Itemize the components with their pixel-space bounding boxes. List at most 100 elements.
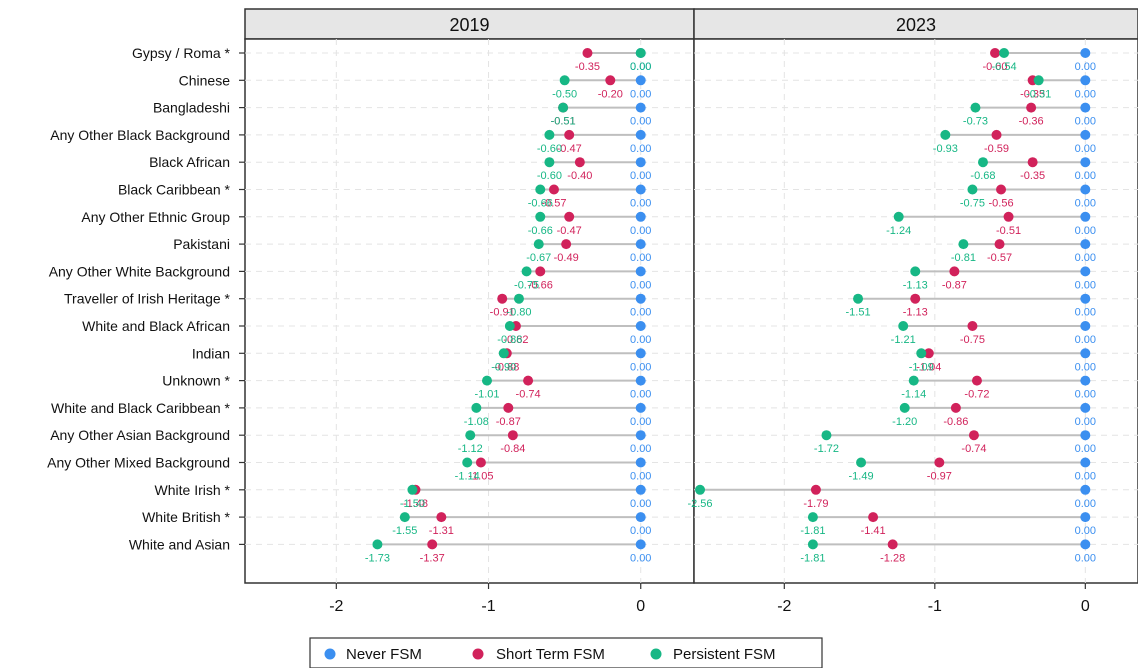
point-persistent-fsm <box>407 484 418 495</box>
data-label: 0.00 <box>1075 498 1096 510</box>
data-label: -0.49 <box>554 252 579 264</box>
data-label: -0.60 <box>537 143 562 155</box>
data-label: 0.00 <box>1075 389 1096 401</box>
point-never-fsm <box>635 375 646 386</box>
point-persistent-fsm <box>695 484 706 495</box>
point-short-term-fsm <box>564 211 575 222</box>
point-persistent-fsm <box>1033 75 1044 86</box>
data-label: -0.74 <box>516 389 541 401</box>
data-label: -0.75 <box>960 198 985 210</box>
x-tick-label: -2 <box>777 598 791 615</box>
point-persistent-fsm <box>899 402 910 413</box>
data-label: 0.00 <box>1075 334 1096 346</box>
data-label: -0.50 <box>552 88 577 100</box>
point-never-fsm <box>1080 211 1091 222</box>
point-persistent-fsm <box>521 266 532 277</box>
data-label: -1.48 <box>403 498 428 510</box>
point-persistent-fsm <box>898 321 909 331</box>
point-persistent-fsm <box>893 211 904 222</box>
data-label: -0.35 <box>575 61 600 73</box>
data-label: -1.50 <box>400 498 425 510</box>
category-label: Pakistani <box>173 236 230 252</box>
data-label: -1.28 <box>880 552 905 564</box>
data-label: 0.00 <box>630 116 651 128</box>
data-label: -1.73 <box>365 552 390 564</box>
point-persistent-fsm <box>504 321 515 331</box>
point-persistent-fsm <box>482 375 493 386</box>
data-label: -1.09 <box>909 361 934 373</box>
point-never-fsm <box>635 321 646 331</box>
panel-frame <box>693 38 1138 584</box>
point-never-fsm <box>635 457 646 468</box>
data-label: 0.00 <box>630 198 651 210</box>
point-short-term-fsm <box>1027 157 1038 168</box>
category-label: Any Other Black Background <box>50 127 230 143</box>
point-never-fsm <box>635 239 646 250</box>
data-label: -0.35 <box>1020 170 1045 182</box>
point-short-term-fsm <box>507 430 518 441</box>
point-short-term-fsm <box>535 266 546 277</box>
data-label: -0.60 <box>537 170 562 182</box>
point-short-term-fsm <box>990 48 1001 58</box>
data-label: -1.20 <box>892 416 917 428</box>
legend-label: Never FSM <box>346 646 422 663</box>
data-label: -1.08 <box>464 416 489 428</box>
point-short-term-fsm <box>971 375 982 386</box>
point-never-fsm <box>1080 321 1091 331</box>
point-persistent-fsm <box>559 75 570 86</box>
point-short-term-fsm <box>605 75 616 86</box>
point-persistent-fsm <box>967 184 978 195</box>
point-short-term-fsm <box>810 484 821 495</box>
data-label: -0.51 <box>551 116 576 128</box>
data-label: -1.12 <box>458 443 483 455</box>
data-label: 0.00 <box>630 416 651 428</box>
category-label: Gypsy / Roma * <box>132 45 231 61</box>
data-label: -1.21 <box>891 334 916 346</box>
data-label: -0.47 <box>557 225 582 237</box>
data-label: 0.00 <box>1075 525 1096 537</box>
category-label: White and Asian <box>129 536 230 552</box>
data-label: -0.91 <box>490 307 515 319</box>
category-label: White and Black Caribbean * <box>51 400 231 416</box>
panel-header <box>244 8 695 40</box>
legend-marker <box>324 648 336 660</box>
data-label: -0.75 <box>960 334 985 346</box>
data-label: 0.00 <box>630 552 651 564</box>
point-persistent-fsm <box>970 102 981 113</box>
point-persistent-fsm <box>821 430 832 441</box>
data-label: -0.31 <box>1026 88 1051 100</box>
data-label: 0.00 <box>1075 443 1096 455</box>
point-never-fsm <box>635 484 646 495</box>
point-short-term-fsm <box>564 129 575 140</box>
point-persistent-fsm <box>372 539 383 550</box>
point-persistent-fsm <box>471 402 482 413</box>
data-label: -0.66 <box>528 225 553 237</box>
legend-box <box>309 637 823 668</box>
point-never-fsm <box>1080 402 1091 413</box>
point-short-term-fsm <box>949 266 960 277</box>
point-persistent-fsm <box>999 48 1010 58</box>
point-never-fsm <box>1080 184 1091 195</box>
point-persistent-fsm <box>908 375 919 386</box>
point-short-term-fsm <box>887 539 898 550</box>
data-label: -0.66 <box>528 279 553 291</box>
point-short-term-fsm <box>910 293 921 304</box>
data-label: 0.00 <box>1075 61 1096 73</box>
point-persistent-fsm <box>558 102 569 113</box>
data-label: -0.86 <box>943 416 968 428</box>
point-short-term-fsm <box>548 184 559 195</box>
point-short-term-fsm <box>523 375 534 386</box>
point-never-fsm <box>1080 539 1091 550</box>
point-short-term-fsm <box>497 293 508 304</box>
data-label: -1.41 <box>861 525 886 537</box>
point-never-fsm <box>635 266 646 277</box>
x-tick-label: 0 <box>636 598 645 615</box>
data-label: 0.00 <box>1075 88 1096 100</box>
point-never-fsm <box>635 157 646 168</box>
data-label: -0.36 <box>1019 116 1044 128</box>
data-label: 0.00 <box>1075 143 1096 155</box>
point-persistent-fsm <box>856 457 867 468</box>
data-label: -0.80 <box>506 307 531 319</box>
point-never-fsm <box>635 348 646 359</box>
point-short-term-fsm <box>996 184 1007 195</box>
